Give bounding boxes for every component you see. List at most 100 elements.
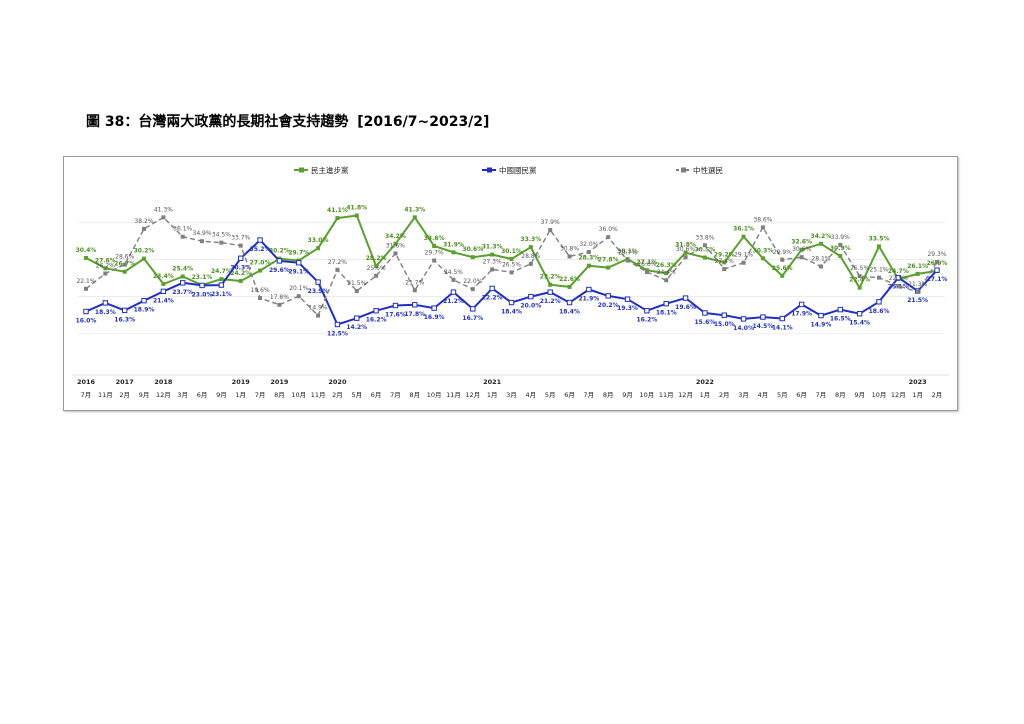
data-label: 33.9% — [831, 234, 850, 241]
data-point — [509, 257, 514, 262]
x-tick-label: 7月 — [255, 391, 266, 399]
year-label: 2018 — [154, 378, 173, 386]
data-label: 31.3% — [482, 244, 503, 251]
data-label: 22.9% — [889, 275, 908, 282]
data-label: 29.3% — [927, 251, 946, 258]
data-label: 33.7% — [231, 235, 250, 242]
data-point — [84, 286, 88, 291]
data-point — [895, 274, 902, 281]
data-label: 25.4% — [172, 266, 193, 273]
data-label: 41.1% — [327, 207, 348, 214]
data-label: 19.6% — [251, 287, 270, 294]
data-label: 17.6% — [385, 312, 406, 319]
legend-swatch-marker — [487, 167, 492, 173]
data-label: 28.1% — [811, 255, 830, 262]
data-point — [490, 252, 495, 257]
data-point — [238, 243, 243, 248]
data-point — [722, 267, 727, 272]
data-point — [818, 264, 823, 269]
x-tick-label: 2月 — [119, 391, 130, 399]
x-tick-label: 5月 — [351, 391, 362, 399]
data-point — [683, 250, 688, 255]
data-point — [606, 265, 611, 270]
data-label: 28.3% — [578, 255, 599, 262]
data-point — [664, 278, 669, 283]
data-label: 27.0% — [250, 260, 271, 267]
data-label: 16.7% — [462, 315, 483, 322]
legend-label: 民主進步黨 — [311, 165, 349, 175]
data-label: 30.6% — [462, 246, 483, 253]
data-label: 15.6% — [694, 319, 715, 326]
x-tick-label: 3月 — [177, 391, 188, 399]
data-label: 20.1% — [289, 285, 308, 292]
data-label: 21.3% — [908, 281, 927, 288]
data-point — [741, 234, 746, 239]
data-point — [876, 275, 881, 280]
x-tick-label: 10月 — [872, 391, 887, 399]
data-point — [567, 254, 572, 259]
data-point — [740, 316, 747, 322]
data-label: 29.7% — [288, 250, 309, 257]
data-point — [335, 216, 340, 221]
data-label: 37.9% — [541, 219, 560, 226]
x-tick-label: 11月 — [659, 391, 674, 399]
data-point — [780, 257, 785, 262]
data-point — [412, 302, 418, 308]
data-label: 33.0% — [308, 237, 329, 244]
data-point — [915, 289, 920, 294]
data-label: 29.7% — [425, 250, 444, 257]
data-label: 29.9% — [773, 249, 792, 256]
data-label: 22.0% — [463, 278, 482, 285]
data-point — [432, 244, 437, 249]
data-label: 20.0% — [520, 303, 541, 310]
data-label: 23.2% — [540, 274, 561, 281]
data-point — [837, 306, 843, 313]
data-label: 26.1% — [907, 263, 928, 270]
data-label: 27.2% — [328, 259, 347, 266]
data-point — [702, 310, 708, 316]
data-label: 22.4% — [849, 277, 870, 284]
data-label: 18.3% — [95, 309, 116, 316]
x-tick-label: 11月 — [98, 391, 113, 399]
data-point — [857, 285, 862, 290]
data-point — [547, 289, 553, 295]
data-label: 30.8% — [560, 245, 579, 252]
data-label: 23.1% — [192, 274, 213, 281]
data-label: 22.1% — [76, 278, 95, 285]
data-point — [663, 300, 669, 307]
data-point — [122, 269, 127, 274]
data-label: 21.5% — [347, 280, 366, 287]
data-label: 16.3% — [114, 316, 135, 323]
data-label: 27.6% — [95, 257, 116, 264]
data-point — [258, 268, 263, 273]
data-label: 30.4% — [76, 247, 97, 254]
x-tick-label: 9月 — [216, 391, 227, 399]
data-label: 21.7% — [405, 279, 424, 286]
data-point — [374, 273, 379, 278]
data-point — [528, 293, 534, 300]
data-label: 30.6% — [676, 246, 695, 253]
data-point — [431, 305, 437, 311]
data-point — [566, 299, 573, 306]
data-label: 16.2% — [636, 317, 657, 324]
data-point — [915, 271, 920, 276]
data-label: 30.5% — [694, 247, 715, 254]
data-label: 29.6% — [269, 267, 290, 274]
data-label: 34.5% — [212, 232, 231, 239]
year-label: 2017 — [116, 378, 134, 386]
data-label: 22.6% — [559, 276, 580, 283]
data-point — [142, 256, 147, 261]
x-tick-label: 2月 — [932, 391, 943, 399]
data-point — [103, 271, 108, 276]
data-point — [625, 258, 630, 263]
data-label: 16.5% — [830, 316, 851, 323]
data-point — [334, 321, 341, 328]
x-tick-label: 1月 — [912, 391, 923, 399]
data-label: 41.8% — [346, 205, 367, 212]
data-label: 28.2% — [366, 255, 387, 262]
data-label: 30.1% — [617, 248, 638, 255]
year-label: 2021 — [483, 378, 502, 386]
x-tick-label: 7月 — [81, 391, 92, 399]
data-label: 21.2% — [540, 298, 561, 305]
data-point — [528, 245, 533, 250]
